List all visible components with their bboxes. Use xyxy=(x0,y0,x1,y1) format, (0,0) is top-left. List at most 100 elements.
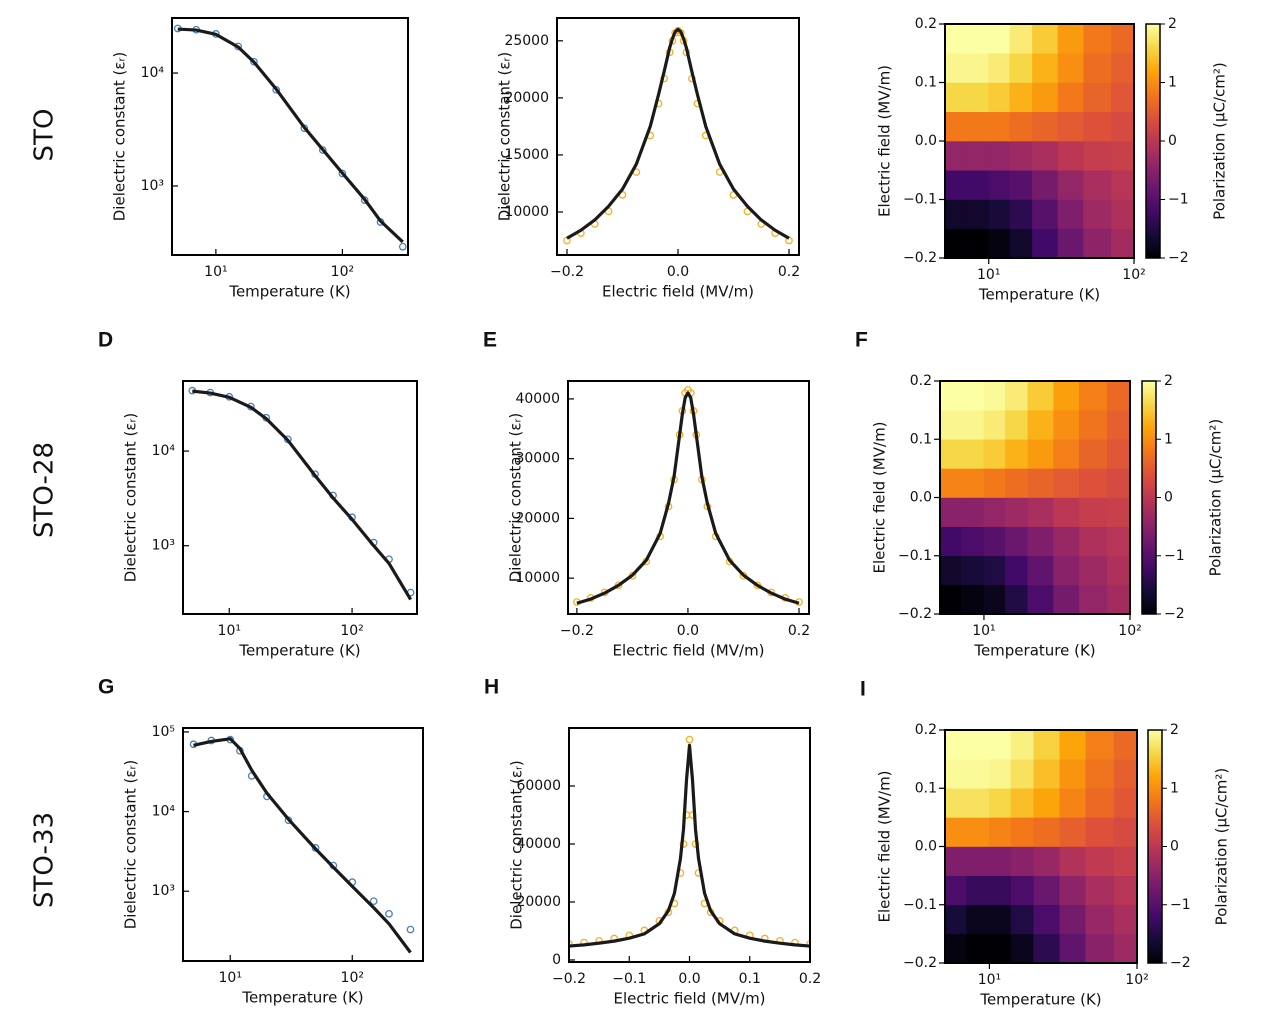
axes-frame xyxy=(182,727,424,962)
x-tick-label: −0.2 xyxy=(560,623,594,639)
colorbar-tick-label: −2 xyxy=(1164,606,1185,622)
y-axis-label: Electric field (MV/m) xyxy=(871,421,889,573)
x-tick-label: 10¹ xyxy=(977,267,1000,283)
heat-cell xyxy=(1107,438,1130,469)
heat-cell xyxy=(988,82,1011,113)
heat-cell xyxy=(1113,787,1137,818)
y-tick-label: 10000 xyxy=(504,204,549,220)
heat-cell xyxy=(1027,584,1054,614)
heat-cell xyxy=(988,169,1011,200)
heat-cell xyxy=(1113,730,1137,760)
heat-cell xyxy=(983,381,1006,411)
axes-frame xyxy=(171,17,409,256)
heat-cell xyxy=(1111,228,1134,258)
x-tick-label: 10¹ xyxy=(978,972,1001,988)
heat-cell xyxy=(1033,904,1061,935)
heat-cell xyxy=(1010,817,1035,847)
y-tick-label: 10³ xyxy=(152,538,175,554)
heat-cell xyxy=(1005,468,1029,498)
x-tick-label: 10² xyxy=(340,623,363,639)
heat-cell xyxy=(1057,140,1084,171)
heat-cell xyxy=(983,468,1006,498)
y-axis-label: Dielectric constant (εᵣ) xyxy=(111,52,129,222)
heat-cell xyxy=(1053,497,1080,527)
plot-area xyxy=(573,386,803,606)
x-axis-label: Temperature (K) xyxy=(973,642,1095,660)
y-tick-label: 15000 xyxy=(504,147,549,163)
x-axis-label: Temperature (K) xyxy=(228,283,350,301)
fit-line xyxy=(193,737,412,954)
heat-cell xyxy=(1033,730,1061,760)
heat-cell xyxy=(1111,82,1134,113)
y-tick-label: −0.2 xyxy=(898,606,932,622)
y-tick-label: 40000 xyxy=(516,836,561,852)
heat-cell xyxy=(1005,584,1029,614)
colorbar-tick-label: 2 xyxy=(1168,16,1177,32)
heat-cell xyxy=(1010,875,1035,906)
y-tick-label: 0.2 xyxy=(915,16,937,32)
heat-cell xyxy=(945,730,967,760)
heat-cell xyxy=(1010,933,1035,963)
heat-cell xyxy=(966,817,990,847)
x-axis-label: Temperature (K) xyxy=(241,989,363,1007)
heat-cell xyxy=(945,140,967,171)
heat-cell xyxy=(1009,199,1033,230)
heat-cell xyxy=(1033,787,1061,818)
x-tick-label: 10² xyxy=(341,970,364,986)
colorbar-tick-label: 2 xyxy=(1170,722,1179,738)
colorbar-tick-label: 1 xyxy=(1164,431,1173,447)
x-tick-label: 10² xyxy=(1118,623,1141,639)
heat-cell xyxy=(1107,381,1130,411)
colorbar-tick-label: 0 xyxy=(1164,490,1173,506)
heat-cell xyxy=(988,199,1011,230)
colorbar xyxy=(1145,23,1161,259)
y-tick-label: 0.1 xyxy=(910,431,932,447)
y-tick-label: 10⁴ xyxy=(152,804,176,820)
data-point xyxy=(406,925,415,934)
heat-cell xyxy=(1059,933,1087,963)
heat-cell xyxy=(1085,875,1115,906)
heat-cell xyxy=(989,846,1012,876)
y-tick-label: 10³ xyxy=(152,883,175,899)
y-tick-label: −0.2 xyxy=(903,250,937,266)
heat-cell xyxy=(983,584,1006,614)
heat-cell xyxy=(1079,468,1108,498)
heat-cell xyxy=(1053,409,1080,440)
data-point xyxy=(272,85,281,94)
y-axis-label: Dielectric constant (εᵣ) xyxy=(122,413,140,583)
heat-cell xyxy=(983,497,1006,527)
fit-line xyxy=(569,743,810,948)
row-label: STO-33 xyxy=(30,812,60,908)
heat-cell xyxy=(966,758,990,789)
x-tick-label: 0.0 xyxy=(667,264,689,280)
heat-cell xyxy=(983,438,1006,469)
heat-cell xyxy=(965,199,990,230)
panel-letter: D xyxy=(98,329,113,352)
x-tick-label: 0.2 xyxy=(799,971,821,987)
heat-cell xyxy=(945,758,967,789)
heat-cell xyxy=(1033,846,1061,876)
colorbar-label: Polarization (μC/cm²) xyxy=(1213,768,1231,926)
heat-cell xyxy=(1111,169,1134,200)
colorbar-tick-label: −1 xyxy=(1164,548,1185,564)
heat-cell xyxy=(1083,140,1112,171)
y-axis-label: Dielectric constant (εᵣ) xyxy=(496,52,514,222)
heat-cell xyxy=(1059,875,1087,906)
plot-area xyxy=(940,381,1130,614)
heat-cell xyxy=(1107,409,1130,440)
panel-letter: F xyxy=(855,329,868,352)
heat-cell xyxy=(945,228,967,258)
y-tick-label: 0.1 xyxy=(915,75,937,91)
heat-cell xyxy=(1032,52,1059,83)
y-tick-label: 30000 xyxy=(515,451,560,467)
x-tick-label: 10² xyxy=(1125,972,1148,988)
heat-cell xyxy=(940,555,962,586)
heat-cell xyxy=(1083,52,1112,83)
data-point xyxy=(318,146,327,154)
heat-cell xyxy=(1113,933,1137,963)
x-tick-label: 10¹ xyxy=(972,623,995,639)
heat-cell xyxy=(1113,875,1137,906)
heat-cell xyxy=(965,82,990,113)
heat-cell xyxy=(1059,817,1087,847)
heat-cell xyxy=(1083,24,1112,54)
